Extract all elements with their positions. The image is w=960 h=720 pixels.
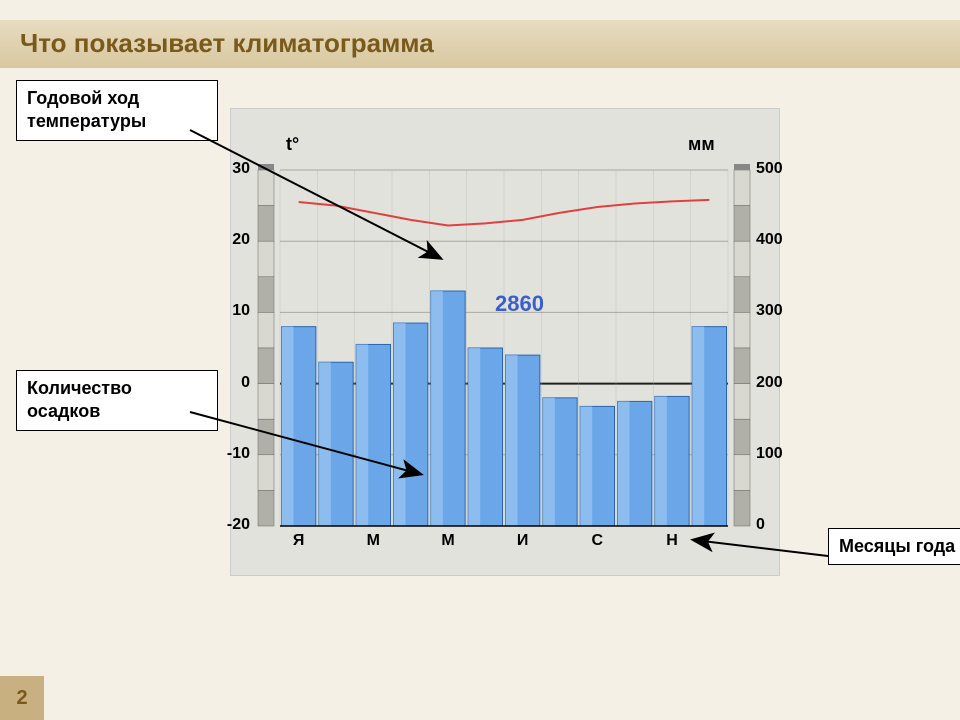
left-tick-label: -10 xyxy=(210,445,250,463)
right-tick-label: 200 xyxy=(756,374,806,392)
right-tick-label: 500 xyxy=(756,160,806,178)
right-tick-label: 400 xyxy=(756,231,806,249)
month-label: Я xyxy=(284,532,314,550)
left-tick-label: 30 xyxy=(210,160,250,178)
right-tick-label: 100 xyxy=(756,445,806,463)
right-tick-label: 0 xyxy=(756,516,806,534)
left-tick-label: -20 xyxy=(210,516,250,534)
left-tick-label: 20 xyxy=(210,231,250,249)
left-tick-label: 10 xyxy=(210,302,250,320)
month-label: С xyxy=(582,532,612,550)
month-label: Н xyxy=(657,532,687,550)
right-tick-label: 300 xyxy=(756,302,806,320)
slide: Что показывает климатограмма 2 t° мм 286… xyxy=(0,0,960,720)
left-tick-label: 0 xyxy=(210,374,250,392)
month-label: И xyxy=(508,532,538,550)
month-label: М xyxy=(433,532,463,550)
callout-arrows xyxy=(0,0,960,720)
month-label: М xyxy=(358,532,388,550)
